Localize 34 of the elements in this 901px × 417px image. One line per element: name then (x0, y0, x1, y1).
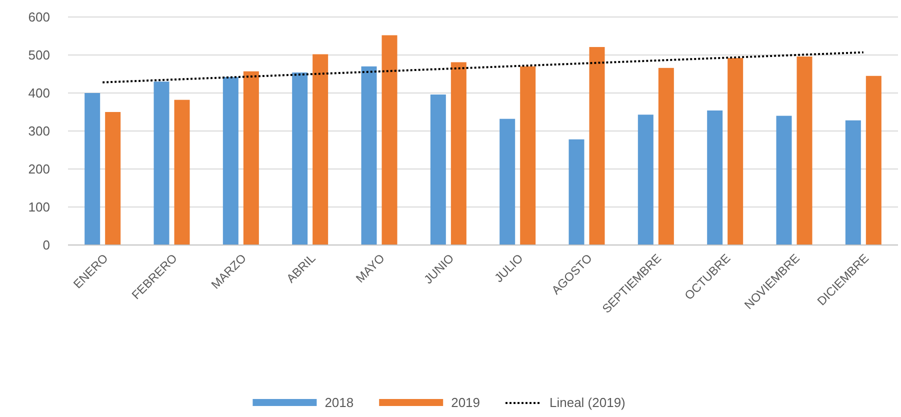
y-tick-label: 400 (28, 86, 50, 101)
bar (500, 118, 516, 245)
bar (776, 116, 792, 245)
bar (430, 94, 446, 245)
bar (707, 110, 723, 245)
bar (382, 35, 398, 245)
bar (845, 120, 861, 245)
bar (361, 66, 377, 245)
bar (243, 71, 259, 245)
bar (105, 112, 121, 245)
bar (658, 68, 674, 245)
bar (312, 54, 328, 245)
bar (589, 47, 605, 245)
bar (728, 58, 744, 245)
bar (796, 56, 812, 245)
bar (222, 77, 238, 245)
bar (154, 82, 170, 245)
y-tick-label: 300 (28, 124, 50, 139)
bar (520, 66, 536, 245)
y-tick-label: 0 (42, 238, 50, 253)
bar (174, 100, 190, 245)
y-tick-label: 200 (28, 162, 50, 177)
bar (866, 76, 882, 245)
bar (568, 139, 584, 245)
legend-label: Lineal (2019) (550, 395, 626, 410)
legend-label: 2018 (324, 395, 354, 410)
bar (84, 93, 100, 245)
bar (292, 72, 308, 245)
legend-label: 2019 (451, 395, 480, 410)
bar (450, 62, 466, 245)
y-tick-label: 500 (28, 48, 50, 63)
bar (638, 114, 654, 245)
y-tick-label: 100 (28, 200, 50, 215)
y-tick-label: 600 (28, 10, 50, 25)
